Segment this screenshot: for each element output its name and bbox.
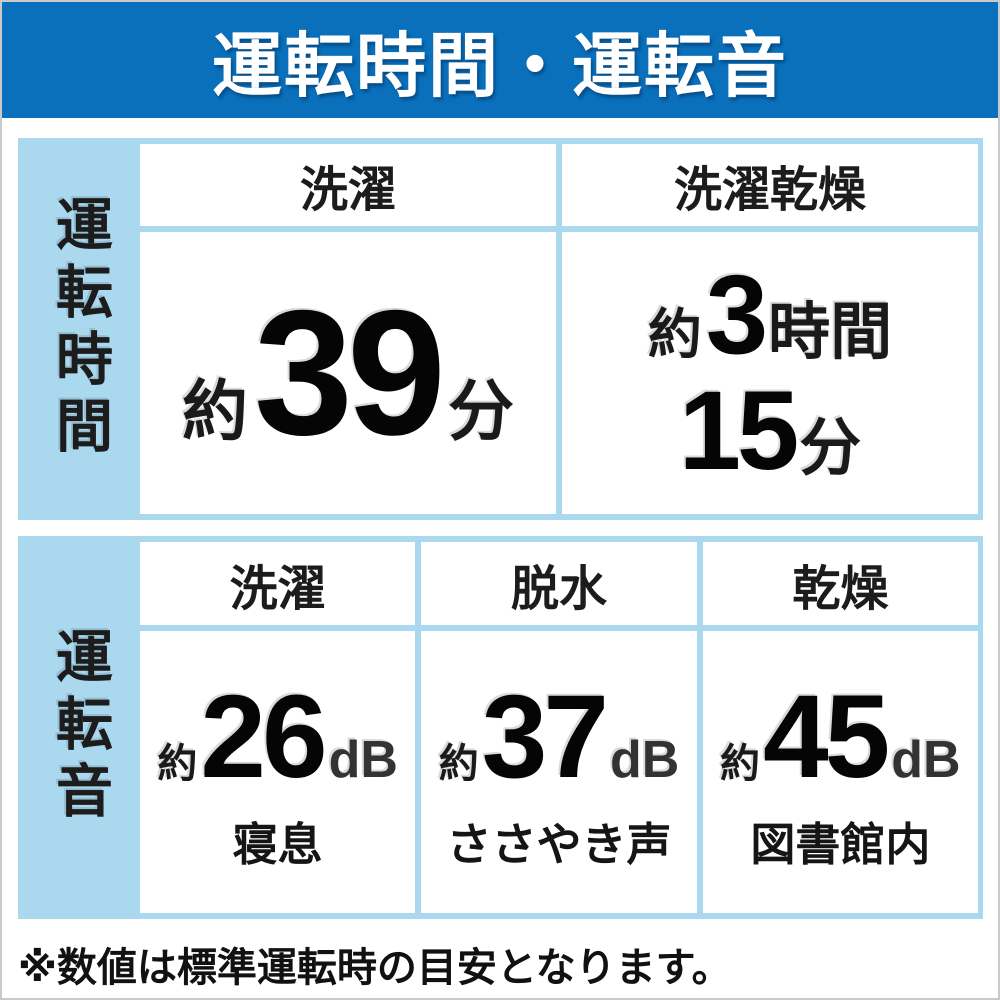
- column-header-wash-dry-label: 洗濯乾燥: [673, 164, 866, 217]
- spin-noise-approx-prefix: 約: [438, 741, 479, 786]
- dry-noise-value-row: 約 45 dB: [720, 678, 961, 796]
- wash-dry-time-value-block: 約 3 時間 15 分: [648, 259, 892, 487]
- column-header-wash-noise: 洗濯: [140, 542, 416, 625]
- operation-noise-table: 洗濯 脱水 乾燥 約 26 dB 寝息: [140, 536, 983, 919]
- spin-noise-unit: dB: [609, 730, 680, 789]
- dry-noise-value-block: 約 45 dB 図書館内: [720, 678, 961, 867]
- wash-noise-cell: 約 26 dB 寝息: [140, 631, 416, 913]
- wash-noise-approx-prefix: 約: [157, 741, 198, 786]
- spin-noise-value: 37: [481, 670, 609, 803]
- column-header-wash-dry: 洗濯乾燥: [562, 144, 978, 226]
- spin-noise-comparison: ささやき声: [446, 818, 672, 870]
- operation-noise-side-label: 運転音: [47, 627, 112, 828]
- wash-noise-comparison: 寝息: [232, 818, 323, 870]
- dry-noise-value: 45: [763, 670, 890, 803]
- wash-noise-unit: dB: [328, 730, 398, 789]
- column-header-wash: 洗濯: [140, 144, 556, 226]
- column-header-dry-label: 乾燥: [792, 562, 889, 616]
- spin-noise-cell: 約 37 dB ささやき声: [421, 631, 697, 913]
- column-header-dry: 乾燥: [702, 542, 978, 625]
- column-header-spin-label: 脱水: [510, 562, 607, 616]
- wash-time-value: 39: [254, 273, 446, 472]
- page-title: 運転時間・運転音: [212, 26, 788, 105]
- operation-noise-section: 運転音 洗濯 脱水 乾燥 約 26 dB 寝息: [18, 536, 983, 919]
- wash-dry-time-cell: 約 3 時間 15 分: [562, 232, 978, 514]
- wash-dry-time-minutes-unit: 分: [799, 414, 862, 483]
- column-header-spin: 脱水: [421, 542, 697, 625]
- column-header-wash-noise-label: 洗濯: [229, 562, 326, 616]
- footnote: ※数値は標準運転時の目安となります。: [18, 946, 732, 990]
- wash-time-value-row: 約 39 分: [182, 284, 514, 462]
- title-banner: 運転時間・運転音: [2, 2, 998, 118]
- dry-noise-comparison: 図書館内: [750, 818, 931, 870]
- wash-time-approx-prefix: 約: [182, 374, 248, 448]
- wash-dry-time-hours-row: 約 3 時間: [648, 259, 892, 371]
- wash-noise-value: 26: [200, 670, 327, 803]
- wash-dry-time-hours-unit: 時間: [768, 298, 893, 367]
- wash-noise-value-block: 約 26 dB 寝息: [157, 678, 398, 867]
- wash-dry-time-approx-prefix: 約: [647, 305, 702, 365]
- column-header-wash-label: 洗濯: [299, 164, 396, 217]
- spin-noise-value-block: 約 37 dB ささやき声: [439, 678, 680, 867]
- operation-time-side-label: 運転時間: [47, 195, 112, 463]
- dry-noise-cell: 約 45 dB 図書館内: [702, 631, 978, 913]
- wash-dry-time-minutes-value: 15: [678, 368, 800, 493]
- dry-noise-unit: dB: [891, 730, 961, 789]
- operation-time-section: 運転時間 洗濯 洗濯乾燥 約 39 分 約 3: [18, 138, 983, 520]
- spin-noise-value-row: 約 37 dB: [439, 678, 680, 796]
- wash-noise-value-row: 約 26 dB: [157, 678, 398, 796]
- wash-dry-time-minutes-row: 15 分: [679, 375, 862, 487]
- dry-noise-approx-prefix: 約: [720, 741, 761, 786]
- wash-time-cell: 約 39 分: [140, 232, 556, 514]
- wash-dry-time-hours-value: 3: [705, 252, 768, 377]
- operation-time-table: 洗濯 洗濯乾燥 約 39 分 約 3 時間: [140, 138, 983, 520]
- wash-time-unit: 分: [448, 374, 514, 448]
